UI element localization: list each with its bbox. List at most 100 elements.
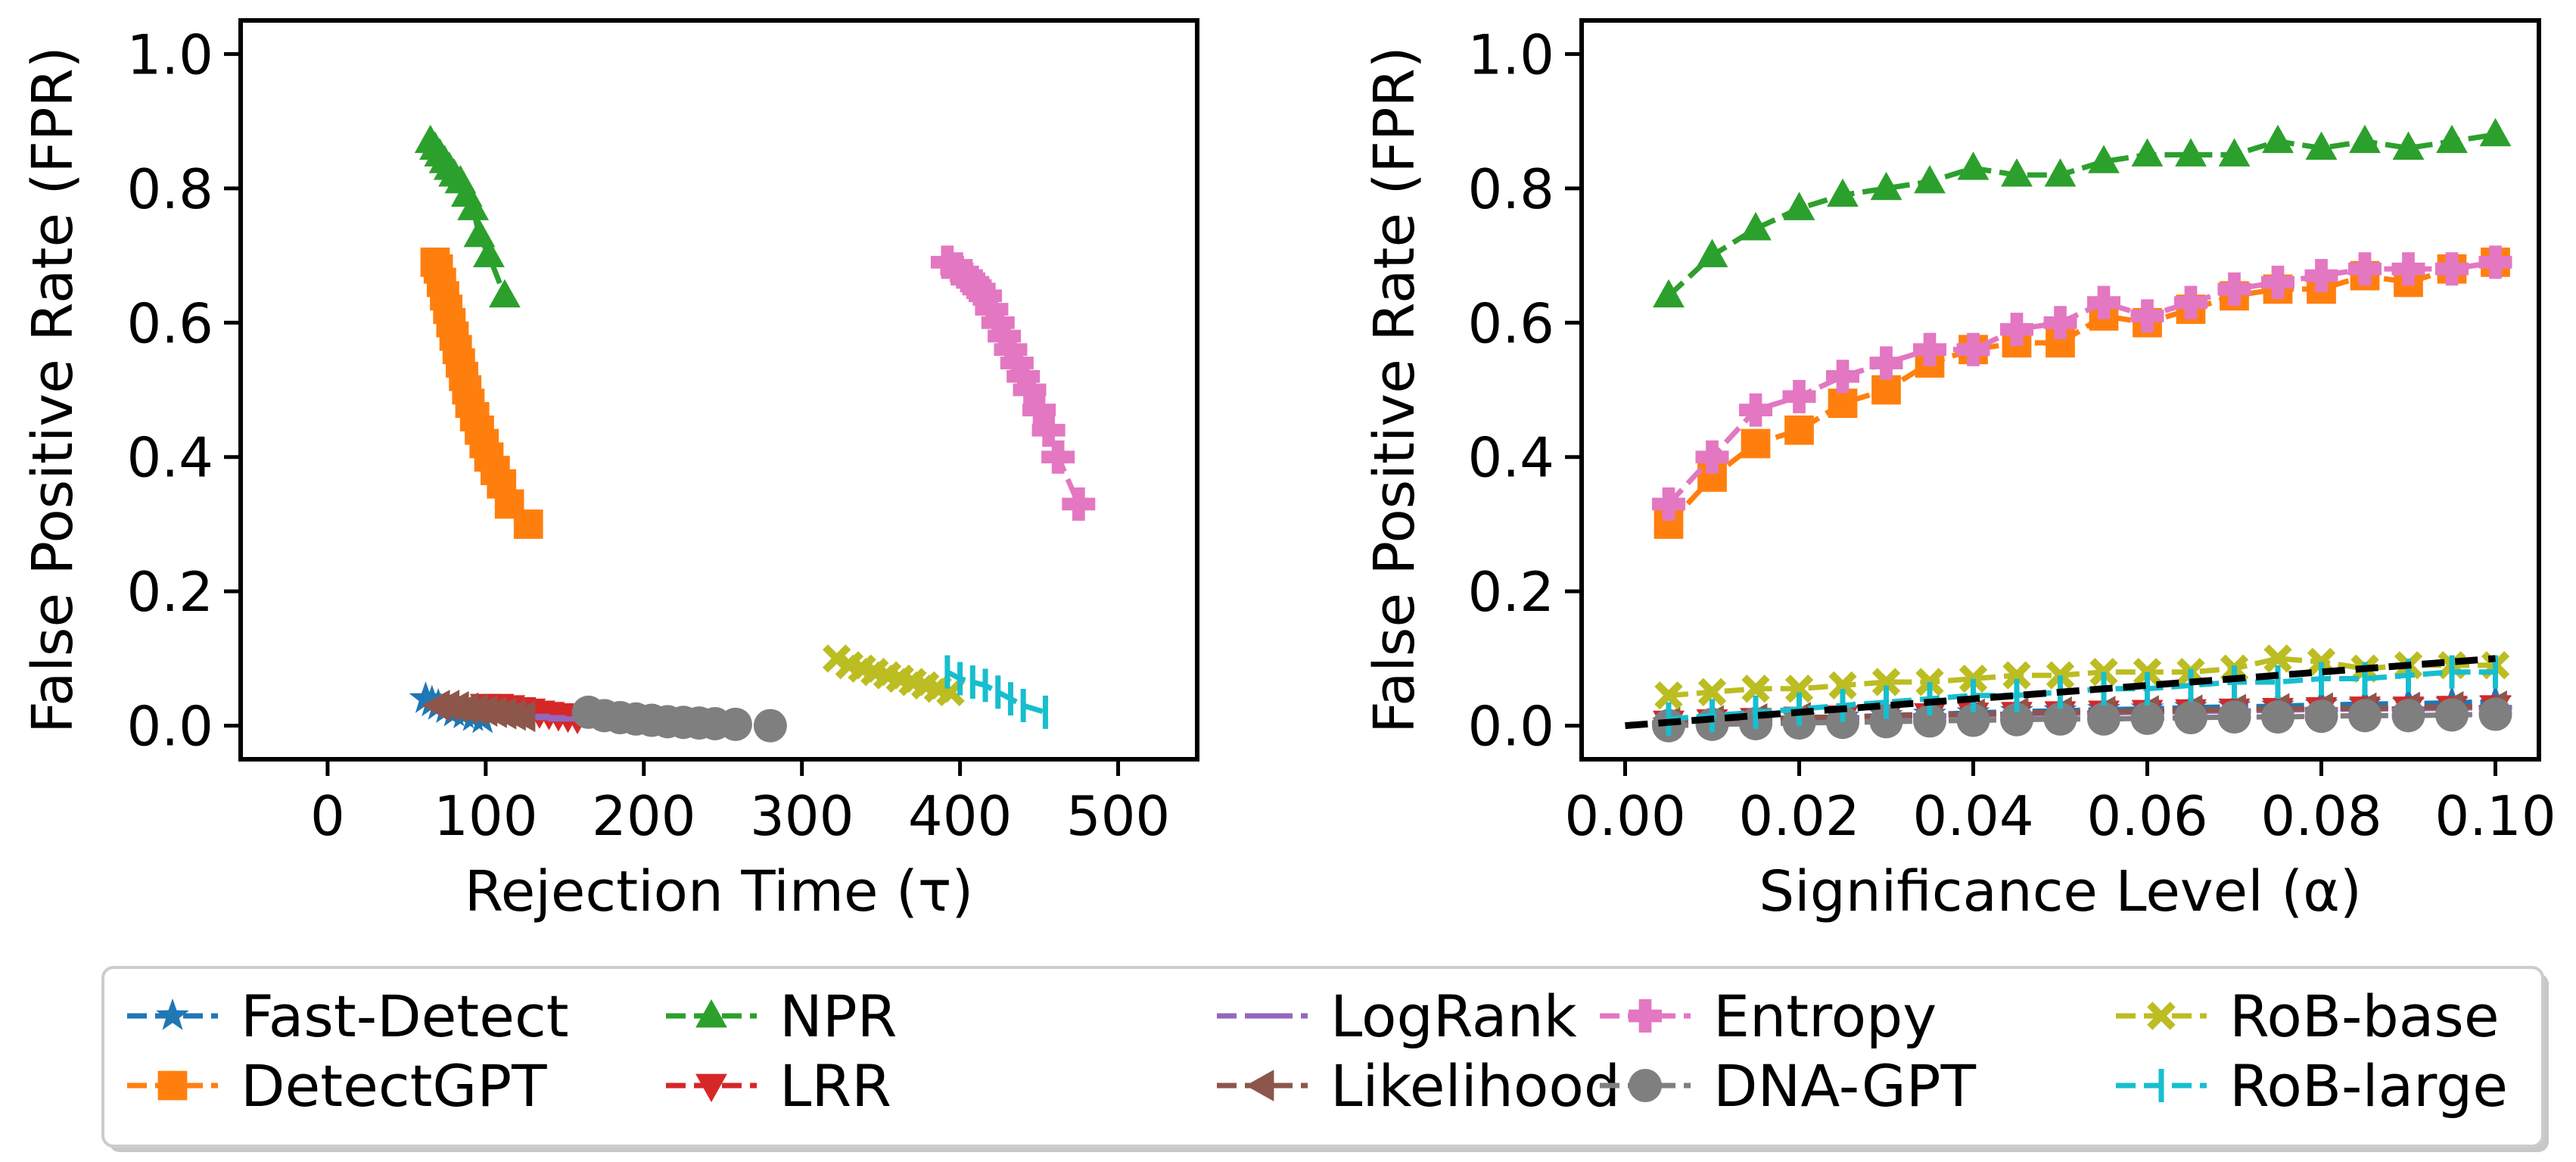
series-detectgpt [420,248,543,539]
y-tick-label: 0.0 [1467,695,1554,759]
data-point-entropy [2261,266,2294,300]
data-point-entropy [1782,379,1816,413]
series-entropy [930,245,1096,521]
x-tick-label: 0.00 [1564,784,1685,848]
data-point-rob-base [1871,668,1901,696]
data-point-npr [2088,145,2120,173]
x-tick-label: 300 [750,784,854,848]
reference-line-alpha [1625,655,2496,730]
legend-label: RoB-large [2229,1052,2508,1120]
data-point-detectgpt [513,509,543,539]
data-point-dna-gpt [2000,702,2033,737]
data-point-npr [2392,131,2425,160]
data-point-rob-base [2002,661,2031,690]
data-point-rob-base [2263,644,2292,673]
x-axis-label: Significance Level (α) [1759,859,2362,924]
data-point-entropy [2304,259,2338,293]
data-point-npr [2044,158,2077,187]
data-point-npr [2349,124,2381,154]
x-tick-label: 0.04 [1912,784,2033,848]
legend-marker-likelihood [1246,1070,1274,1101]
data-point-detectgpt [1871,375,1901,405]
data-point-npr [1783,192,1815,220]
data-point-entropy [1956,332,1990,366]
x-tick-label: 0.10 [2434,784,2556,848]
legend-marker-detectgpt [157,1070,188,1101]
x-tick-label: 0 [310,784,345,848]
data-point-npr [2305,131,2338,160]
legend-label: DetectGPT [241,1052,547,1120]
legend-label: Entropy [1713,983,1937,1050]
data-point-entropy [930,245,964,279]
data-point-dna-gpt [2435,698,2469,732]
data-point-entropy [2000,313,2033,347]
data-point-entropy [1031,413,1066,447]
data-point-rob-base [1654,681,1683,710]
legend-entry-lrr: LRR [666,1052,891,1120]
legend-entry-dna-gpt: DNA-GPT [1600,1052,1977,1120]
series-dna-gpt [1652,697,2512,743]
data-point-dna-gpt [2087,702,2120,736]
legend-entry-logrank: LogRank [1217,983,1577,1050]
data-point-npr [1653,279,1685,308]
data-point-rob-base [2133,657,2162,687]
y-tick-label: 1.0 [126,23,213,86]
x-tick-label: 500 [1066,784,1170,848]
legend-entry-rob-base: RoB-base [2116,983,2500,1050]
series-npr [1653,117,2512,308]
series-entropy [1652,245,2512,521]
y-tick-label: 0.6 [126,291,213,355]
series-npr [414,124,521,308]
y-axis-label: False Positive Rate (FPR) [1362,46,1427,734]
legend-entry-npr: NPR [666,983,898,1050]
data-point-dna-gpt [2261,700,2294,734]
legend-label: DNA-GPT [1713,1052,1977,1120]
data-point-dna-gpt [1826,706,1859,740]
data-point-rob-base [1958,664,1988,693]
data-point-npr [2262,124,2294,154]
data-point-entropy [2217,272,2251,306]
x-tick-label: 0.06 [2086,784,2207,848]
data-point-rob-base [1915,668,1944,696]
data-point-dna-gpt [2304,699,2338,734]
y-tick-label: 0.8 [1467,157,1554,221]
data-point-npr [2001,158,2033,187]
legend-marker-entropy [1629,999,1662,1033]
data-point-dna-gpt [718,707,752,741]
data-point-entropy [1869,346,1903,380]
data-point-dna-gpt [1956,703,1990,737]
data-point-rob-base [1741,674,1770,703]
data-point-entropy [1041,440,1075,474]
data-point-entropy [2174,285,2207,319]
data-point-entropy [1652,487,1685,521]
data-point-entropy [2435,252,2469,286]
data-point-detectgpt [1828,388,1858,419]
x-tick-label: 0.08 [2260,784,2382,848]
plot-frame [238,18,1199,762]
data-point-npr [1696,238,1728,267]
data-point-dna-gpt [1869,705,1903,739]
legend-entry-fast-detect: Fast-Detect [127,983,569,1050]
data-point-dna-gpt [2174,700,2207,734]
y-tick-label: 0.2 [126,560,213,624]
data-point-npr [2218,138,2251,167]
data-point-npr [1914,164,1946,194]
legend-entry-detectgpt: DetectGPT [127,1052,547,1120]
data-point-dna-gpt [2043,702,2077,736]
data-point-dna-gpt [2478,697,2512,731]
legend-label: LogRank [1330,983,1577,1050]
legend-marker-dna-gpt [1629,1069,1662,1102]
legend-marker-fast-detect [156,998,189,1030]
y-tick-label: 0.6 [1467,291,1554,355]
series-dna-gpt [571,695,787,743]
data-point-npr [2131,138,2164,167]
data-point-npr [489,279,521,308]
data-point-entropy [1013,373,1047,407]
x-tick-label: 200 [592,784,695,848]
series-likelihood [422,690,536,733]
data-point-rob-base [1784,674,1814,703]
data-point-entropy [940,252,974,286]
y-tick-label: 0.0 [126,695,213,759]
legend-label: RoB-base [2229,983,2500,1050]
